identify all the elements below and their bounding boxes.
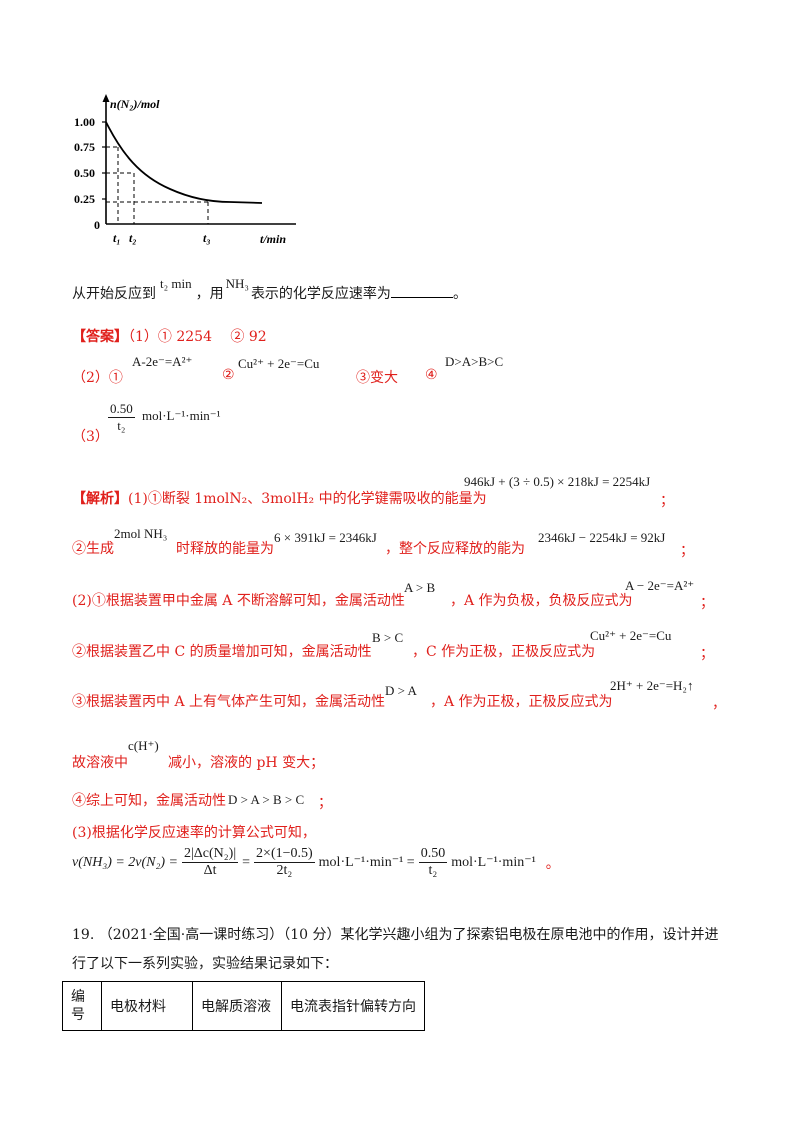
analysis-p7: ④综上可知，金属活动性 [72,793,226,809]
question-line: 从开始反应到t₂ min，用NH₃表示的化学反应速率为。 [72,276,467,302]
answer-tag: 【答案】 [72,329,128,345]
answer-line-1: 【答案】（1）① 2254 ② 92 [72,329,267,345]
graph-xlabel: t/min [260,232,286,246]
analysis-formula: v(NH₃) = 2v(N₂) = 2|Δc(N₂)| Δt = 2×(1−0.5… [72,846,560,878]
answer-blank [390,283,453,298]
graph-ylabel: n(N₂)/mol [110,97,160,111]
answer-frac: 0.50 t₂ mol·L⁻¹·min⁻¹ [108,401,221,433]
analysis-p4: ②根据装置乙中 C 的质量增加可知，金属活动性 [72,644,372,660]
header-deflection: 电流表指针偏转方向 [281,981,425,1031]
y-axis-arrow [102,94,110,102]
answer-eq-2: Cu²⁺ + 2e⁻=Cu [238,356,320,371]
answer-line-2: （2）① [72,370,123,386]
answer-eq-4: D>A>B>C [445,354,504,369]
xtick-1: t₁ [113,231,121,245]
ytick-2: 0.75 [74,140,95,154]
analysis-p1-eq: 946kJ + (3 ÷ 0.5) × 218kJ = 2254kJ [464,474,651,489]
header-electrode: 电极材料 [101,981,193,1031]
ytick-3: 0.50 [74,166,95,180]
n-vs-t-graph: n(N₂)/mol 1.00 0.75 0.50 0.25 0 t₁ t₂ t₃… [74,94,296,246]
answer-circle-3: ③变大 [356,370,398,386]
ytick-4: 0.25 [74,192,95,206]
results-table: 编号 电极材料 电解质溶液 电流表指针偏转方向 [62,981,425,1031]
analysis-p6: 故溶液中 [72,755,128,771]
analysis-p3: (2)①根据装置甲中金属 A 不断溶解可知，金属活动性 [72,593,405,609]
analysis-tag: 【解析】 [72,491,128,507]
decay-curve [105,121,263,204]
answer-circle-4: ④ [425,367,438,383]
answer-circle-2: ② [222,367,235,383]
header-id: 编号 [62,981,102,1031]
ytick-1: 1.00 [74,115,95,129]
xtick-2: t₂ [129,231,137,245]
table-header-row: 编号 电极材料 电解质溶液 电流表指针偏转方向 [62,981,425,1031]
header-electrolyte: 电解质溶液 [192,981,282,1031]
analysis-p8: (3)根据化学反应速率的计算公式可知， [72,825,316,841]
analysis-p5: ③根据装置丙中 A 上有气体产生可知，金属活动性 [72,694,386,710]
analysis-p1: 【解析】(1)①断裂 1molN₂、3molH₂ 中的化学键需吸收的能量为 [72,491,487,507]
analysis-p2: ②生成 [72,541,114,557]
q19-line-2: 行了以下一系列实验，实验结果记录如下： [72,956,338,972]
ytick-5: 0 [94,218,100,232]
answer-line-3: （3） [72,429,109,445]
xtick-3: t₃ [203,231,211,245]
answer-eq-1: A-2e⁻=A²⁺ [132,354,193,369]
dashed-guides [106,146,209,224]
q19-line-1: 19. （2021·全国·高一课时练习）（10 分）某化学兴趣小组为了探索铝电极… [72,927,719,943]
